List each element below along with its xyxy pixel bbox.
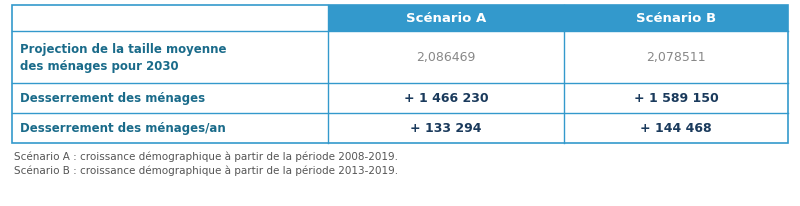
Text: Scénario B : croissance démographique à partir de la période 2013-2019.: Scénario B : croissance démographique à … <box>14 165 398 176</box>
Text: Scénario A : croissance démographique à partir de la période 2008-2019.: Scénario A : croissance démographique à … <box>14 151 398 162</box>
Bar <box>328 6 564 32</box>
Text: Desserrement des ménages: Desserrement des ménages <box>20 92 205 105</box>
Bar <box>564 114 788 143</box>
Text: + 1 589 150: + 1 589 150 <box>634 92 718 105</box>
Bar <box>328 32 564 84</box>
Text: + 1 466 230: + 1 466 230 <box>404 92 488 105</box>
Text: 2,078511: 2,078511 <box>646 51 706 64</box>
Text: Scénario B: Scénario B <box>636 12 716 25</box>
Bar <box>12 114 328 143</box>
Bar <box>12 6 328 32</box>
Text: Desserrement des ménages/an: Desserrement des ménages/an <box>20 122 226 135</box>
Bar <box>328 84 564 114</box>
Text: 2,086469: 2,086469 <box>416 51 476 64</box>
Bar <box>12 32 328 84</box>
Bar <box>328 114 564 143</box>
Bar <box>12 6 788 143</box>
Text: Scénario A: Scénario A <box>406 12 486 25</box>
Bar <box>564 84 788 114</box>
Bar <box>564 32 788 84</box>
Text: + 133 294: + 133 294 <box>410 122 482 135</box>
Bar <box>12 84 328 114</box>
Bar <box>564 6 788 32</box>
Text: + 144 468: + 144 468 <box>640 122 712 135</box>
Text: Projection de la taille moyenne
des ménages pour 2030: Projection de la taille moyenne des ména… <box>20 43 226 73</box>
